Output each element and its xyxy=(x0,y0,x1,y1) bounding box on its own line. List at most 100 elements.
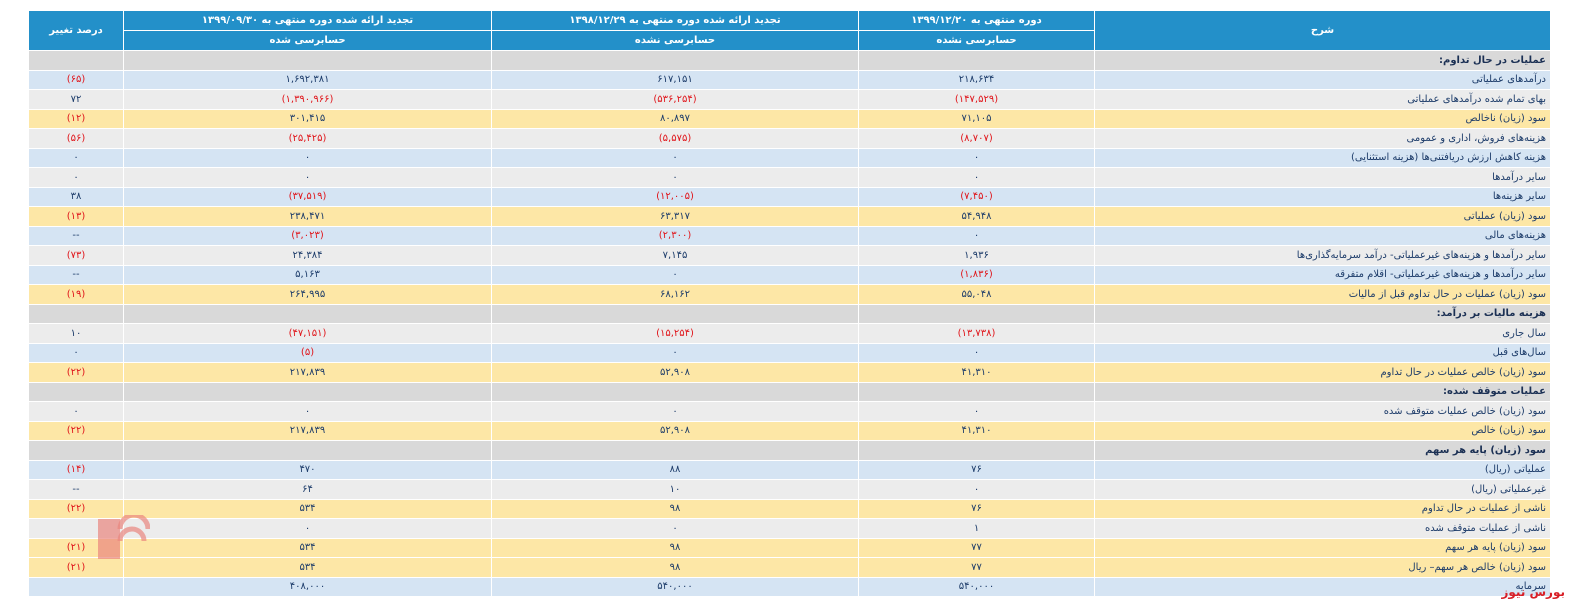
empty-cell xyxy=(858,50,1095,71)
value-cell: ۰ xyxy=(123,518,492,539)
empty-cell xyxy=(491,50,859,71)
value-cell: (۱۳,۷۳۸) xyxy=(858,323,1095,344)
value-cell: ۰ xyxy=(491,167,859,188)
value-cell: ۵۳۴ xyxy=(123,537,492,558)
value-cell: ۸۸ xyxy=(491,459,859,480)
row-label: هزینه‌های مالی xyxy=(1094,225,1551,246)
empty-cell xyxy=(491,381,859,402)
header-cell: تجدید ارائه شده دوره منتهی به ۱۳۹۹/۰۹/۳۰ xyxy=(123,10,492,31)
logo xyxy=(98,515,150,559)
value-cell: ۱,۶۹۲,۳۸۱ xyxy=(123,69,492,90)
value-cell: ۴۰۸,۰۰۰ xyxy=(123,576,492,597)
statement: شرح دوره منتهی به ۱۳۹۹/۱۲/۲۰ تجدید ارائه… xyxy=(28,10,1551,597)
value-cell: ۱,۹۳۶ xyxy=(858,245,1095,266)
table-row: سود (زیان) عملیاتی ۵۴,۹۴۸ ۶۳,۳۱۷ ۲۳۸,۴۷۱ (۱۳… xyxy=(28,206,1551,227)
value-cell: ۵۲,۹۰۸ xyxy=(491,420,859,441)
empty-cell xyxy=(858,303,1095,324)
value-cell: ۰ xyxy=(491,342,859,363)
value-cell: ۷۲ xyxy=(28,89,124,110)
row-label: ناشی از عملیات در حال تداوم xyxy=(1094,498,1551,519)
value-cell: ۲۱۸,۶۳۴ xyxy=(858,69,1095,90)
row-label: سال‌های قبل xyxy=(1094,342,1551,363)
value-cell: ۰ xyxy=(491,401,859,422)
value-cell: ۰ xyxy=(28,401,124,422)
value-cell: (۲۲) xyxy=(28,420,124,441)
table-body: عملیات در حال تداوم: درآمدهای عملیاتی ۲۱۸,… xyxy=(28,50,1551,597)
value-cell: ۰ xyxy=(28,342,124,363)
value-cell: ۰ xyxy=(123,167,492,188)
value-cell: ۰ xyxy=(491,518,859,539)
value-cell: (۷۳) xyxy=(28,245,124,266)
empty-cell xyxy=(123,381,492,402)
empty-cell xyxy=(123,440,492,461)
value-cell: ۹۸ xyxy=(491,537,859,558)
header-row: شرح دوره منتهی به ۱۳۹۹/۱۲/۲۰ تجدید ارائه… xyxy=(28,10,1551,51)
header-cell: درصد تغییر xyxy=(28,10,124,51)
value-cell: ۰ xyxy=(28,147,124,168)
value-cell: ۰ xyxy=(491,147,859,168)
value-cell: ۰ xyxy=(858,479,1095,500)
row-label: سود (زیان) عملیاتی xyxy=(1094,206,1551,227)
value-cell: (۵,۵۷۵) xyxy=(491,128,859,149)
table-row: درآمدهای عملیاتی ۲۱۸,۶۳۴ ۶۱۷,۱۵۱ ۱,۶۹۲,۳۸۱(… xyxy=(28,69,1551,90)
value-cell: ۹۸ xyxy=(491,498,859,519)
table-row: سال‌های قبل ۰ ۰ (۵) ۰ xyxy=(28,342,1551,363)
value-cell: ۸۰,۸۹۷ xyxy=(491,108,859,129)
header-cell: شرح xyxy=(1094,10,1551,51)
table-row: سود (زیان) عملیات در حال تداوم قبل از ما… xyxy=(28,284,1551,305)
empty-cell xyxy=(28,440,124,461)
row-label: سایر درآمدها و هزینه‌های غیرعملیاتی- درآ… xyxy=(1094,245,1551,266)
value-cell: (۱۵,۲۵۴) xyxy=(491,323,859,344)
row-label: ناشی از عملیات متوقف شده xyxy=(1094,518,1551,539)
value-cell: ۰ xyxy=(858,401,1095,422)
table-row: هزینه‌های فروش، اداری و عمومی (۸,۷۰۷) (۵,۵… xyxy=(28,128,1551,149)
table-row: هزینه کاهش ارزش دریافتنی‌ها (هزینه استثن… xyxy=(28,147,1551,168)
row-label: درآمدهای عملیاتی xyxy=(1094,69,1551,90)
value-cell: ۲۱۷,۸۳۹ xyxy=(123,362,492,383)
value-cell: ۷۷ xyxy=(858,557,1095,578)
table-row: سرمایه ۵۴۰,۰۰۰ ۵۴۰,۰۰۰ ۴۰۸,۰۰۰ xyxy=(28,576,1551,597)
table-row: عملیات متوقف شده: xyxy=(28,381,1551,402)
header-cell: دوره منتهی به ۱۳۹۹/۱۲/۲۰ xyxy=(858,10,1095,31)
value-cell: (۱۹) xyxy=(28,284,124,305)
value-cell: ۷۶ xyxy=(858,498,1095,519)
value-cell: ۶۳,۳۱۷ xyxy=(491,206,859,227)
table-row: سایر هزینه‌ها (۷,۴۵۰) (۱۲,۰۰۵) (۳۷,۵۱۹) ۳۸ xyxy=(28,186,1551,207)
value-cell: ۶۸,۱۶۲ xyxy=(491,284,859,305)
value-cell: ۲۳۸,۴۷۱ xyxy=(123,206,492,227)
value-cell: ۶۴ xyxy=(123,479,492,500)
value-cell: ۵۳۴ xyxy=(123,557,492,578)
row-label: هزینه‌های فروش، اداری و عمومی xyxy=(1094,128,1551,149)
value-cell: (۵۶) xyxy=(28,128,124,149)
empty-cell xyxy=(28,303,124,324)
value-cell: ۳۸ xyxy=(28,186,124,207)
empty-cell xyxy=(28,50,124,71)
value-cell: (۱۴۷,۵۲۹) xyxy=(858,89,1095,110)
row-label: سود (زیان) خالص xyxy=(1094,420,1551,441)
header-cell: حسابرسی نشده xyxy=(491,30,859,51)
row-label: سود (زیان) ناخالص xyxy=(1094,108,1551,129)
row-label: سود (زیان) خالص عملیات در حال تداوم xyxy=(1094,362,1551,383)
value-cell: (۱۲) xyxy=(28,108,124,129)
table-row: سود (زیان) پایه هر سهم ۷۷ ۹۸ ۵۳۴ (۲۱) xyxy=(28,537,1551,558)
value-cell: ۵,۱۶۳ xyxy=(123,264,492,285)
row-label: سود (زیان) عملیات در حال تداوم قبل از ما… xyxy=(1094,284,1551,305)
value-cell: ۱۰ xyxy=(28,323,124,344)
header-row: حسابرسی نشده حسابرسی نشده حسابرسی شده xyxy=(29,30,1551,51)
table-row: عملیاتی (ریال) ۷۶ ۸۸ ۴۷۰ (۱۴) xyxy=(28,459,1551,480)
table-row: بهای تمام شده درآمدهای عملیاتی (۱۴۷,۵۲۹)(… xyxy=(28,89,1551,110)
financial-table: شرح دوره منتهی به ۱۳۹۹/۱۲/۲۰ تجدید ارائه… xyxy=(28,10,1551,597)
table-row: ناشی از عملیات متوقف شده ۱ ۰ ۰ xyxy=(28,518,1551,539)
value-cell: (۳۷,۵۱۹) xyxy=(123,186,492,207)
value-cell: -- xyxy=(28,479,124,500)
value-cell: ۵۴,۹۴۸ xyxy=(858,206,1095,227)
value-cell: ۵۵,۰۴۸ xyxy=(858,284,1095,305)
value-cell: (۳,۰۲۳) xyxy=(123,225,492,246)
row-label: هزینه کاهش ارزش دریافتنی‌ها (هزینه استثن… xyxy=(1094,147,1551,168)
table-row: سال جاری (۱۳,۷۳۸) (۱۵,۲۵۴) (۴۷,۱۵۱) ۱۰ xyxy=(28,323,1551,344)
value-cell: (۱,۳۹۰,۹۶۶) xyxy=(123,89,492,110)
header-cell: تجدید ارائه شده دوره منتهی به ۱۳۹۸/۱۲/۲۹ xyxy=(491,10,859,31)
value-cell: ۶۱۷,۱۵۱ xyxy=(491,69,859,90)
empty-cell xyxy=(123,303,492,324)
